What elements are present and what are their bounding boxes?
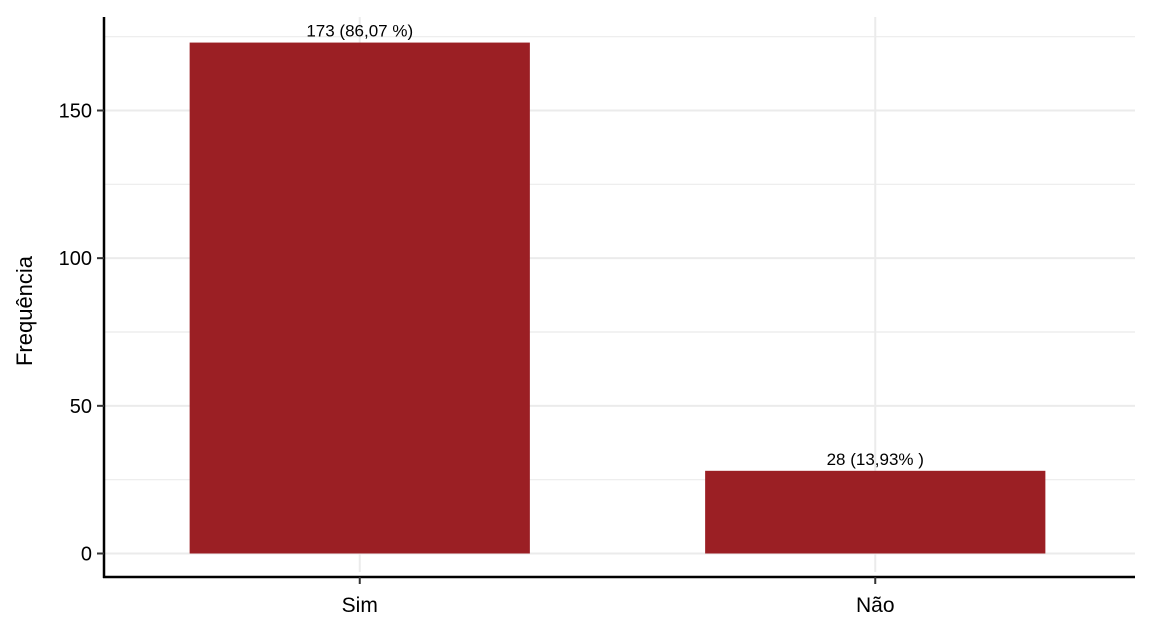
y-tick-label: 100 (59, 248, 92, 270)
bar-sim (189, 42, 530, 554)
bars (189, 42, 1046, 554)
y-tick-label: 0 (81, 544, 92, 566)
bar-n-o (705, 470, 1046, 554)
data-label: 173 (86,07 %) (306, 22, 413, 41)
data-label: 28 (13,93% ) (827, 450, 924, 469)
x-tick-label: Não (856, 594, 895, 617)
y-tick-label: 50 (70, 396, 92, 418)
y-axis-ticks: 0 50 100 150 (59, 101, 104, 566)
x-tick-label: Sim (342, 594, 378, 617)
data-labels: 173 (86,07 %) 28 (13,93% ) (306, 22, 924, 469)
y-axis-title: Frequência (12, 255, 37, 366)
x-axis-ticks: Sim Não (342, 577, 895, 617)
y-tick-label: 150 (59, 101, 92, 123)
